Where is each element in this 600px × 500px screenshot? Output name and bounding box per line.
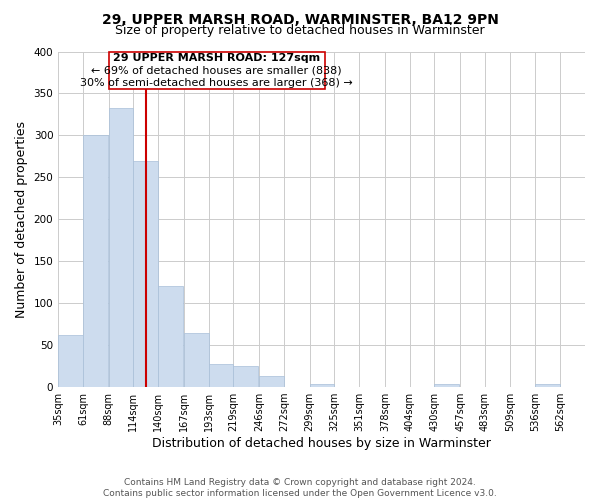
FancyBboxPatch shape bbox=[109, 52, 325, 90]
Bar bbox=[109, 108, 133, 387]
X-axis label: Distribution of detached houses by size in Warminster: Distribution of detached houses by size … bbox=[152, 437, 491, 450]
Bar bbox=[133, 160, 158, 387]
Bar bbox=[83, 136, 108, 387]
Bar bbox=[310, 384, 334, 387]
Bar bbox=[58, 335, 83, 387]
Text: 29, UPPER MARSH ROAD, WARMINSTER, BA12 9PN: 29, UPPER MARSH ROAD, WARMINSTER, BA12 9… bbox=[101, 12, 499, 26]
Y-axis label: Number of detached properties: Number of detached properties bbox=[15, 121, 28, 318]
Bar bbox=[184, 332, 209, 387]
Text: ← 69% of detached houses are smaller (838): ← 69% of detached houses are smaller (83… bbox=[91, 66, 342, 76]
Bar bbox=[434, 384, 459, 387]
Bar bbox=[209, 364, 233, 387]
Text: Size of property relative to detached houses in Warminster: Size of property relative to detached ho… bbox=[115, 24, 485, 37]
Text: 29 UPPER MARSH ROAD: 127sqm: 29 UPPER MARSH ROAD: 127sqm bbox=[113, 53, 320, 63]
Bar bbox=[259, 376, 284, 387]
Bar bbox=[233, 366, 258, 387]
Bar bbox=[535, 384, 560, 387]
Bar bbox=[158, 286, 183, 387]
Text: Contains HM Land Registry data © Crown copyright and database right 2024.
Contai: Contains HM Land Registry data © Crown c… bbox=[103, 478, 497, 498]
Text: 30% of semi-detached houses are larger (368) →: 30% of semi-detached houses are larger (… bbox=[80, 78, 353, 88]
